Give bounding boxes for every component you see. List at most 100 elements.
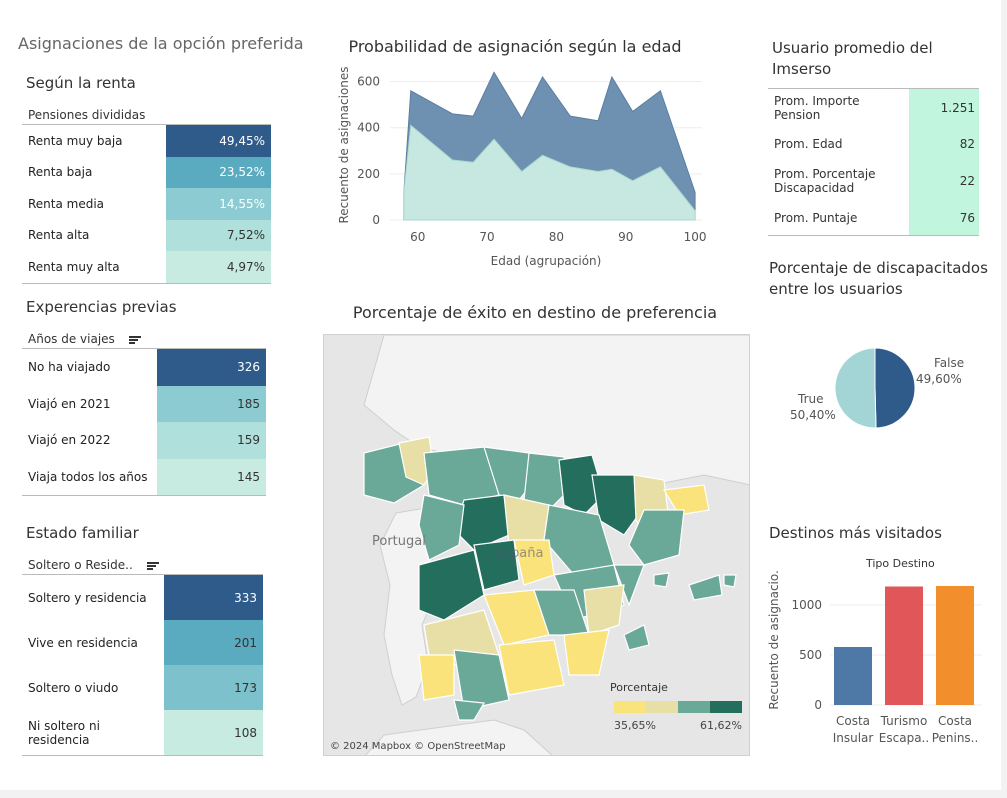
familiar-row[interactable]: Ni soltero ni residencia 108	[22, 710, 263, 755]
kpi-row-label: Prom. Edad	[774, 137, 843, 151]
dashboard-title: Asignaciones de la opción preferida	[18, 34, 304, 53]
kpi-title: Usuario promedio del Imserso	[772, 39, 933, 78]
renta-row[interactable]: Renta muy baja 49,45%	[22, 125, 271, 157]
experiencias-row-value[interactable]: 326	[157, 349, 266, 386]
familiar-row[interactable]: Soltero o viudo 173	[22, 665, 263, 710]
bar-xtick: Costa	[938, 714, 972, 728]
experiencias-row-label: Viaja todos los años	[28, 469, 148, 484]
familiar-title: Estado familiar	[26, 524, 139, 542]
familiar-row-value[interactable]: 201	[164, 620, 263, 665]
renta-header[interactable]: Pensiones divididas	[28, 108, 146, 122]
area-xtick: 100	[684, 230, 707, 244]
bottom-bar	[0, 790, 1007, 798]
renta-row-label: Renta baja	[28, 165, 93, 180]
renta-title: Según la renta	[26, 74, 136, 92]
renta-row-label: Renta muy alta	[28, 259, 120, 274]
area-chart-title: Probabilidad de asignación según la edad	[348, 37, 682, 56]
renta-row[interactable]: Renta muy alta 4,97%	[22, 251, 271, 283]
bar-3[interactable]	[936, 586, 974, 705]
familiar-row-value[interactable]: 108	[164, 710, 263, 755]
renta-row-value[interactable]: 4,97%	[166, 251, 271, 283]
kpi-row: Prom. Importe Pension 1.251	[768, 89, 979, 126]
area-chart: Recuento de asignaciones Edad (agrupació…	[337, 66, 707, 268]
experiencias-row-value[interactable]: 185	[157, 385, 266, 422]
bar-xtick: Escapa..	[879, 731, 929, 745]
kpi-table: Prom. Importe Pension 1.251 Prom. Edad 82 Pr…	[768, 88, 979, 236]
map-legend-min: 35,65%	[614, 719, 656, 732]
area-ytick: 0	[372, 213, 380, 227]
area-chart-xlabel: Edad (agrupación)	[491, 254, 602, 268]
spain-provinces[interactable]	[363, 436, 737, 721]
pie-false-value: 49,60%	[916, 372, 962, 386]
sort-icon[interactable]	[128, 335, 141, 345]
experiencias-row[interactable]: No ha viajado 326	[22, 349, 266, 386]
map-legend	[614, 701, 742, 713]
bar-xtick: Turismo	[880, 714, 928, 728]
renta-row[interactable]: Renta media 14,55%	[22, 188, 271, 220]
area-xtick: 70	[479, 230, 494, 244]
kpi-row-value: 1.251	[909, 89, 979, 126]
familiar-row[interactable]: Soltero y residencia 333	[22, 575, 263, 620]
experiencias-row-label: No ha viajado	[28, 360, 111, 375]
area-series-2[interactable]	[403, 124, 696, 221]
area-ytick: 200	[357, 167, 380, 181]
experiencias-row-label: Viajó en 2021	[28, 396, 111, 411]
renta-row-label: Renta media	[28, 196, 105, 211]
pie-slice-false[interactable]	[874, 347, 916, 429]
renta-row-value[interactable]: 14,55%	[166, 188, 271, 220]
area-chart-ylabel: Recuento de asignaciones	[337, 66, 351, 223]
pie-title: Porcentaje de discapacitados entre los u…	[769, 259, 988, 298]
familiar-row-value[interactable]: 173	[164, 665, 263, 710]
kpi-row-label: Prom. Puntaje	[774, 210, 858, 225]
pie-true-label: True	[797, 392, 824, 406]
area-ytick: 400	[357, 121, 380, 135]
bar-2[interactable]	[885, 586, 923, 706]
bar-title: Destinos más visitados	[769, 524, 942, 542]
renta-row[interactable]: Renta alta 7,52%	[22, 219, 271, 251]
morocco-land	[365, 719, 553, 755]
pie-chart: False 49,60% True 50,40%	[790, 347, 964, 429]
experiencias-row-value[interactable]: 145	[157, 458, 266, 495]
familiar-row-label: Soltero y residencia	[28, 590, 147, 605]
bar-ylabel: Recuento de asignacio..	[767, 570, 781, 710]
kpi-row-value: 76	[909, 200, 979, 235]
experiencias-table: No ha viajado 326 Viajó en 2021 185 Viajó en…	[22, 348, 266, 496]
map-attribution[interactable]: © 2024 Mapbox © OpenStreetMap	[330, 741, 506, 752]
familiar-header-label: Soltero o Reside..	[28, 558, 133, 572]
experiencias-header[interactable]: Años de viajes	[28, 332, 141, 346]
experiencias-row-label: Viajó en 2022	[28, 433, 111, 448]
familiar-row[interactable]: Vive en residencia 201	[22, 620, 263, 665]
legend-swatch	[678, 701, 710, 713]
renta-row-value[interactable]: 49,45%	[166, 125, 271, 157]
area-xtick: 60	[410, 230, 425, 244]
renta-row[interactable]: Renta baja 23,52%	[22, 156, 271, 188]
bar-xtick: Insular	[833, 731, 874, 745]
experiencias-header-label: Años de viajes	[28, 332, 115, 346]
bar-1[interactable]	[834, 647, 872, 705]
vertical-scrollbar[interactable]	[1001, 0, 1007, 798]
map-title: Porcentaje de éxito en destino de prefer…	[352, 303, 718, 322]
familiar-header[interactable]: Soltero o Reside..	[28, 558, 159, 572]
kpi-row: Prom. Porcentaje Discapacidad 22	[768, 162, 979, 200]
legend-swatch	[710, 701, 742, 713]
renta-row-label: Renta alta	[28, 228, 90, 243]
bar-xtick: Costa	[836, 714, 870, 728]
bar-ytick: 500	[799, 648, 822, 662]
experiencias-row[interactable]: Viajó en 2022 159	[22, 422, 266, 459]
map-label-portugal: Portugal	[372, 534, 426, 549]
renta-row-value[interactable]: 23,52%	[166, 156, 271, 188]
pie-slice-true[interactable]	[834, 347, 877, 429]
kpi-row-value: 22	[909, 162, 979, 200]
kpi-row-label: Prom. Importe Pension	[774, 93, 860, 122]
map-canvas[interactable]: Portugal España	[324, 335, 750, 756]
experiencias-row-value[interactable]: 159	[157, 422, 266, 459]
renta-row-value[interactable]: 7,52%	[166, 219, 271, 251]
area-xtick: 90	[618, 230, 633, 244]
map-label-espana: España	[496, 546, 543, 561]
experiencias-row[interactable]: Viaja todos los años 145	[22, 458, 266, 495]
map[interactable]: Portugal España © 2024 Mapbox © OpenStre…	[323, 334, 750, 756]
familiar-row-value[interactable]: 333	[164, 575, 263, 620]
sort-icon[interactable]	[146, 561, 159, 571]
experiencias-row[interactable]: Viajó en 2021 185	[22, 385, 266, 422]
map-legend-max: 61,62%	[700, 719, 742, 732]
